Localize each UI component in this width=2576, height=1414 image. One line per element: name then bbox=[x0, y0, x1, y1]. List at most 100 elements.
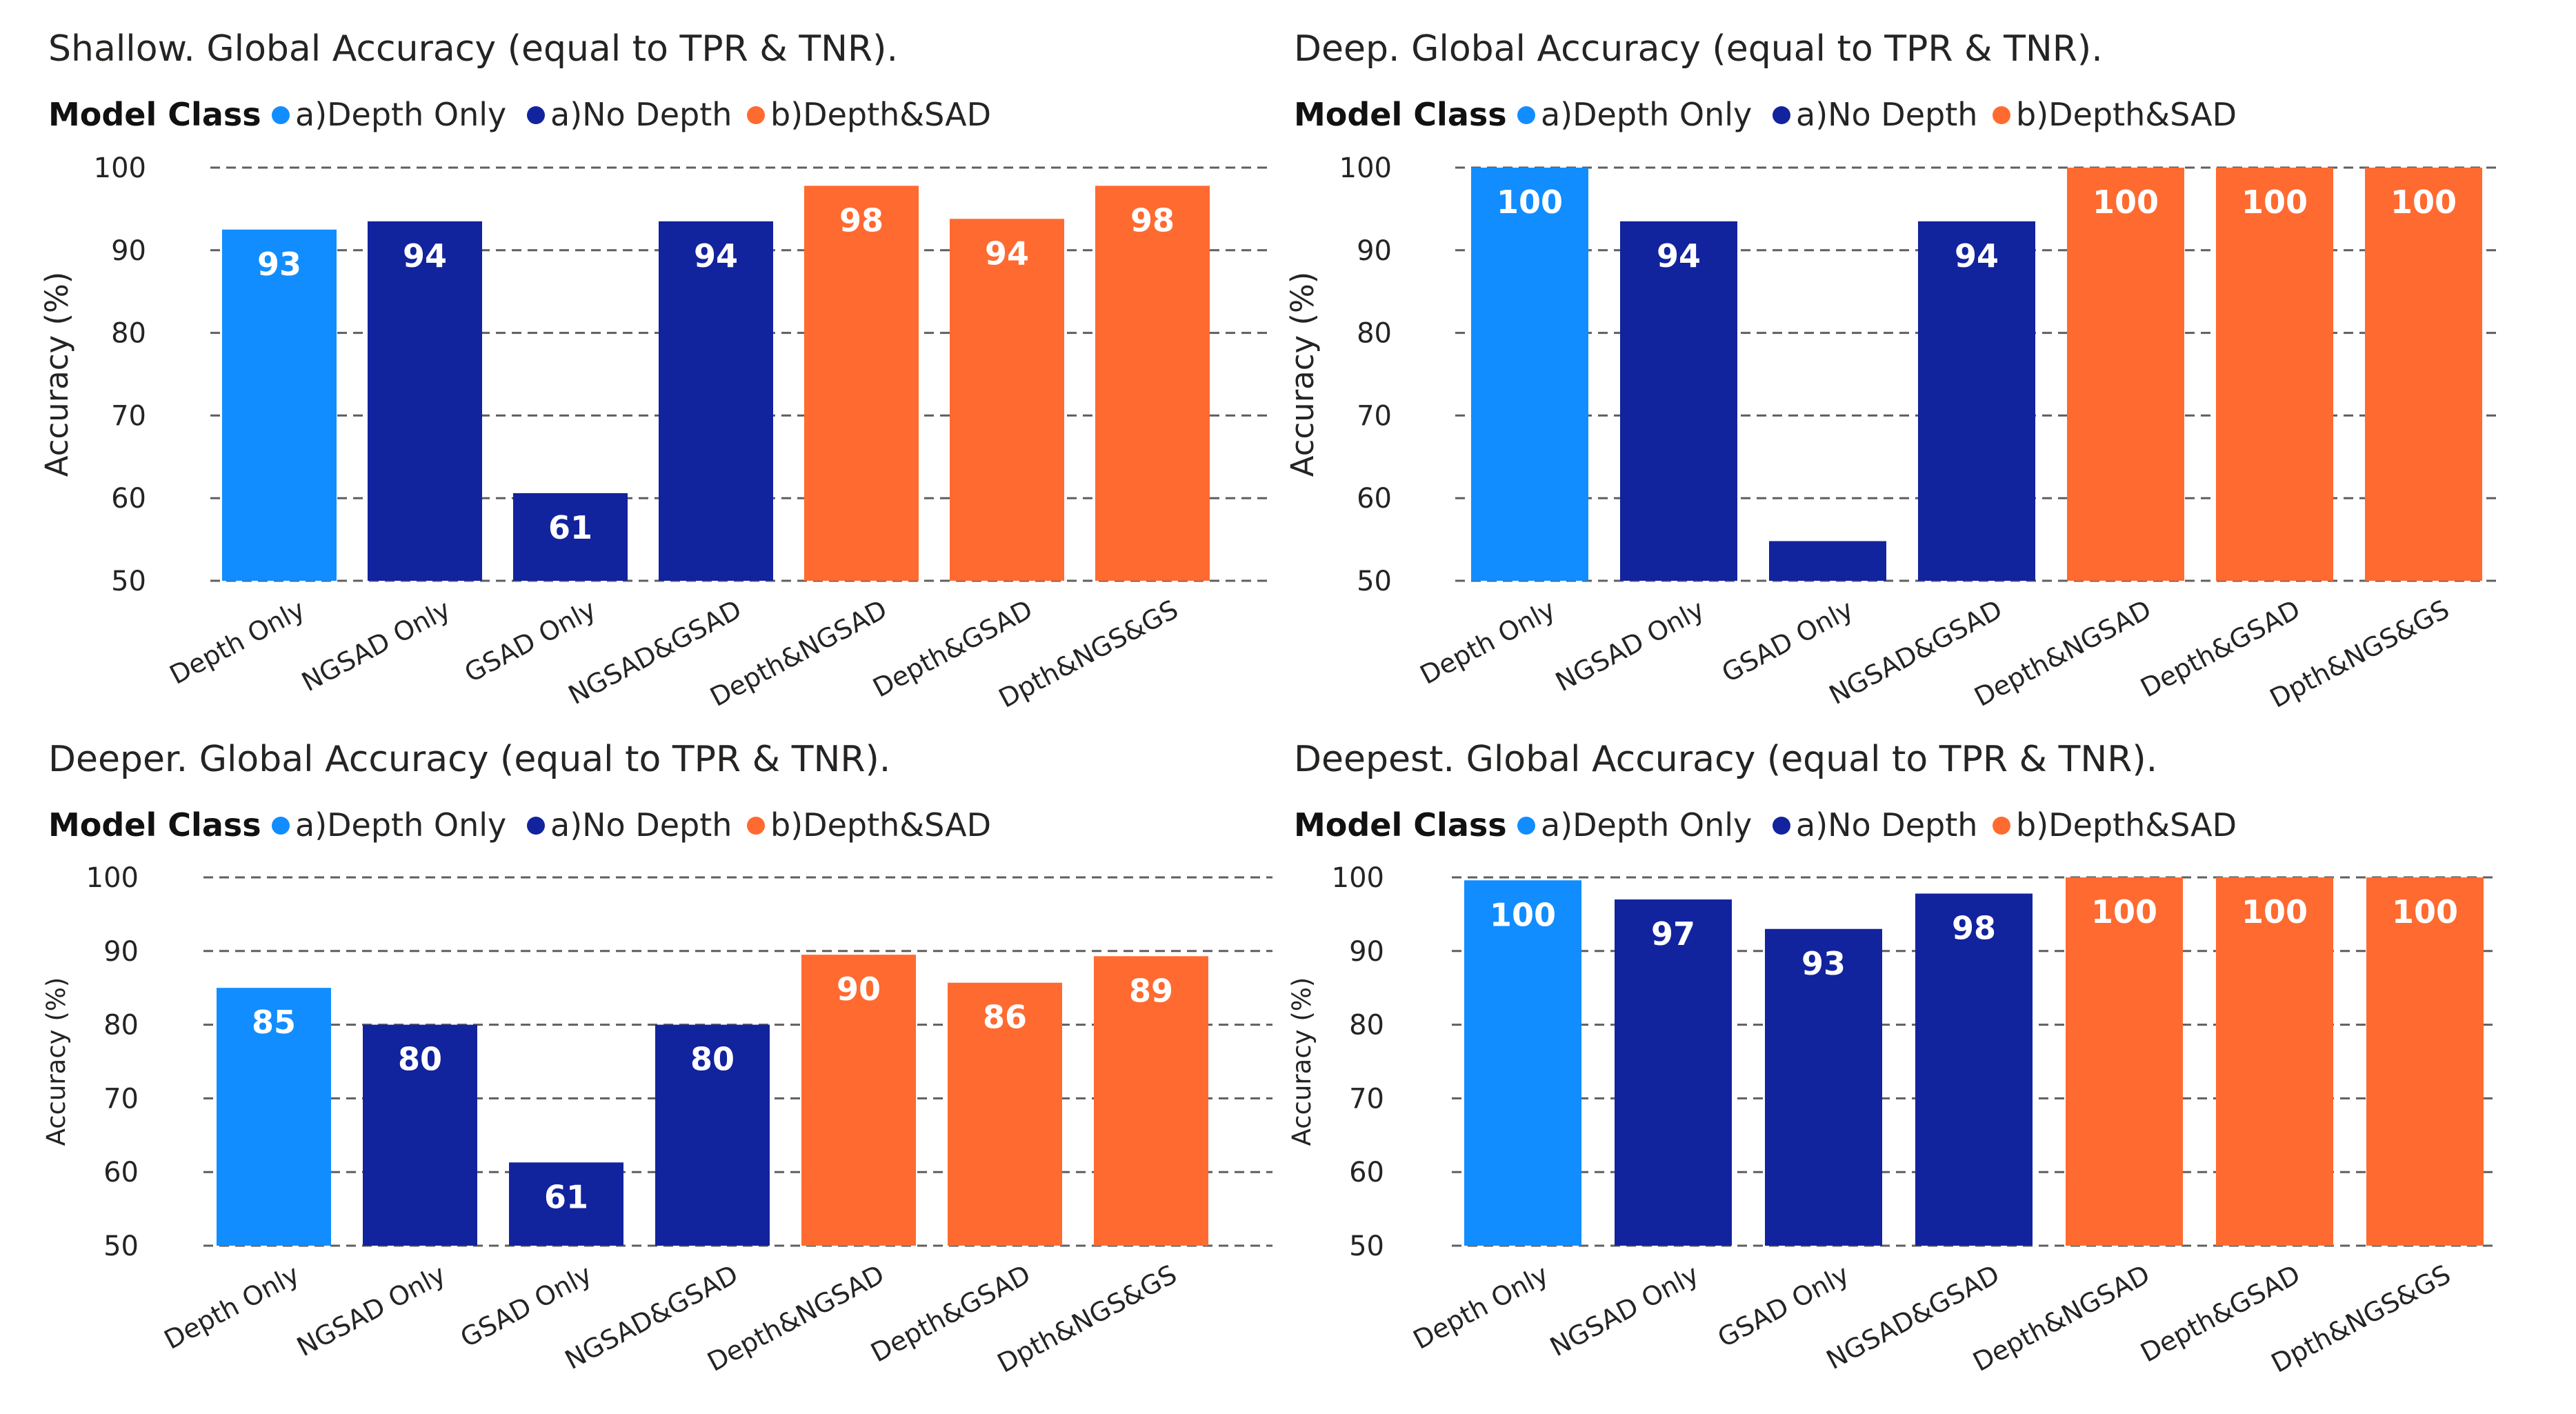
x-tick-label: GSAD Only bbox=[1713, 1259, 1854, 1353]
data-label: 100 bbox=[2093, 183, 2159, 221]
data-label: 97 bbox=[1651, 915, 1695, 953]
chart-title: Shallow. Global Accuracy (equal to TPR &… bbox=[48, 28, 898, 70]
data-label: 94 bbox=[694, 237, 738, 275]
bar bbox=[1915, 893, 2033, 1246]
y-tick-label: 80 bbox=[103, 1010, 139, 1042]
bar bbox=[1094, 956, 1208, 1246]
legend-entry-3: b)Depth&SAD bbox=[2016, 96, 2237, 133]
data-label: 100 bbox=[2091, 893, 2157, 930]
legend-marker-1 bbox=[1517, 106, 1535, 124]
data-label: 93 bbox=[1801, 945, 1846, 982]
data-label: 100 bbox=[1497, 183, 1563, 221]
x-tick-label: NGSAD Only bbox=[297, 594, 455, 697]
y-tick-label: 60 bbox=[111, 483, 146, 515]
data-label: 89 bbox=[1129, 972, 1173, 1009]
bar bbox=[1620, 221, 1737, 581]
y-tick-label: 100 bbox=[86, 862, 139, 894]
bar bbox=[950, 219, 1064, 581]
bar bbox=[368, 221, 482, 581]
legend-entry-1: a)Depth Only bbox=[1541, 806, 1752, 844]
bar bbox=[2216, 877, 2333, 1246]
x-tick-label: Depth Only bbox=[159, 1259, 304, 1355]
chart-title: Deep. Global Accuracy (equal to TPR & TN… bbox=[1294, 28, 2103, 70]
y-tick-label: 70 bbox=[1357, 400, 1392, 432]
bar bbox=[513, 493, 628, 581]
y-tick-label: 50 bbox=[111, 566, 146, 597]
legend-title: Model Class bbox=[1294, 806, 1507, 844]
data-label: 80 bbox=[398, 1041, 442, 1078]
data-label: 93 bbox=[257, 246, 301, 283]
data-label: 94 bbox=[1657, 237, 1701, 275]
y-tick-label: 100 bbox=[1332, 862, 1384, 894]
bar bbox=[1918, 221, 2035, 581]
y-tick-label: 90 bbox=[1357, 235, 1392, 267]
y-tick-label: 60 bbox=[103, 1157, 139, 1188]
x-tick-label: GSAD Only bbox=[455, 1259, 597, 1353]
chart-panel-4: Deepest. Global Accuracy (equal to TPR &… bbox=[1287, 739, 2497, 1379]
chart-title: Deepest. Global Accuracy (equal to TPR &… bbox=[1294, 739, 2157, 780]
y-tick-label: 80 bbox=[1357, 318, 1392, 350]
legend-marker-2 bbox=[527, 106, 545, 124]
y-tick-label: 80 bbox=[111, 318, 146, 350]
x-tick-label: NGSAD Only bbox=[1550, 594, 1709, 697]
legend-marker-3 bbox=[747, 106, 765, 124]
bar bbox=[804, 186, 919, 581]
legend-title: Model Class bbox=[1294, 96, 1507, 133]
data-label: 100 bbox=[2241, 893, 2308, 930]
legend-entry-1: a)Depth Only bbox=[1541, 96, 1752, 133]
chart-panel-1: Shallow. Global Accuracy (equal to TPR &… bbox=[39, 28, 1272, 714]
data-label: 61 bbox=[548, 509, 592, 546]
y-tick-label: 70 bbox=[103, 1083, 139, 1115]
y-tick-label: 100 bbox=[1339, 152, 1392, 184]
y-tick-label: 100 bbox=[94, 152, 146, 184]
data-label: 90 bbox=[837, 970, 881, 1008]
data-label: 94 bbox=[403, 237, 447, 275]
bar bbox=[659, 221, 773, 581]
data-label: 100 bbox=[2392, 893, 2458, 930]
bar bbox=[2067, 168, 2184, 581]
legend-marker-3 bbox=[1993, 817, 2010, 835]
data-label: 98 bbox=[839, 201, 883, 239]
legend-title: Model Class bbox=[48, 806, 261, 844]
legend-marker-3 bbox=[747, 817, 765, 835]
y-tick-label: 50 bbox=[103, 1231, 139, 1262]
y-tick-label: 70 bbox=[1349, 1083, 1384, 1115]
bar bbox=[2365, 168, 2482, 581]
bar bbox=[2066, 877, 2183, 1246]
y-tick-label: 60 bbox=[1357, 483, 1392, 515]
data-label: 100 bbox=[2241, 183, 2308, 221]
data-label: 94 bbox=[1955, 237, 1999, 275]
x-tick-label: GSAD Only bbox=[1717, 594, 1858, 688]
legend-entry-2: a)No Depth bbox=[1796, 96, 1977, 133]
data-label: 61 bbox=[544, 1178, 588, 1215]
legend-entry-3: b)Depth&SAD bbox=[2016, 806, 2237, 844]
y-tick-label: 50 bbox=[1349, 1231, 1384, 1262]
legend-marker-2 bbox=[1773, 106, 1790, 124]
bar bbox=[1765, 928, 1882, 1246]
chart-title: Deeper. Global Accuracy (equal to TPR & … bbox=[48, 739, 890, 780]
y-axis-label: Accuracy (%) bbox=[1287, 977, 1317, 1146]
data-label: 98 bbox=[1952, 909, 1996, 946]
bar bbox=[2366, 877, 2484, 1246]
bar bbox=[222, 229, 337, 581]
x-tick-label: Depth Only bbox=[1415, 594, 1560, 690]
legend-marker-2 bbox=[1773, 817, 1790, 835]
legend-entry-2: a)No Depth bbox=[550, 96, 732, 133]
y-tick-label: 90 bbox=[1349, 936, 1384, 968]
legend-marker-1 bbox=[272, 106, 290, 124]
bar bbox=[1095, 186, 1210, 581]
legend-marker-2 bbox=[527, 817, 545, 835]
bar bbox=[1471, 168, 1588, 581]
y-tick-label: 90 bbox=[111, 235, 146, 267]
y-tick-label: 50 bbox=[1357, 566, 1392, 597]
data-label: 100 bbox=[1490, 896, 1556, 933]
chart-panel-3: Deeper. Global Accuracy (equal to TPR & … bbox=[41, 739, 1272, 1379]
y-tick-label: 70 bbox=[111, 400, 146, 432]
legend-entry-2: a)No Depth bbox=[1796, 806, 1977, 844]
chart-panel-2: Deep. Global Accuracy (equal to TPR & TN… bbox=[1284, 28, 2497, 714]
bar bbox=[509, 1162, 623, 1246]
legend-marker-3 bbox=[1993, 106, 2010, 124]
bar bbox=[2216, 168, 2333, 581]
data-label: 85 bbox=[252, 1004, 296, 1041]
y-tick-label: 90 bbox=[103, 936, 139, 968]
